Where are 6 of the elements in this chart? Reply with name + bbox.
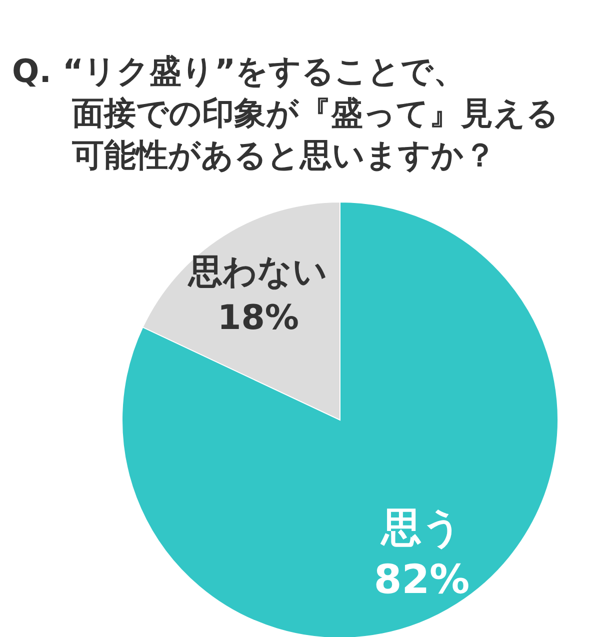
slice-label: 思う <box>379 504 462 551</box>
pie-slice <box>122 202 558 637</box>
data-label: 18% <box>218 298 299 338</box>
data-label: 82% <box>374 556 470 603</box>
chart-title: Q. “リク盛り”をすることで、面接での印象が『盛って』見える可能性があると思いますか？ <box>12 52 559 174</box>
slice-label: 思わない <box>186 252 328 292</box>
